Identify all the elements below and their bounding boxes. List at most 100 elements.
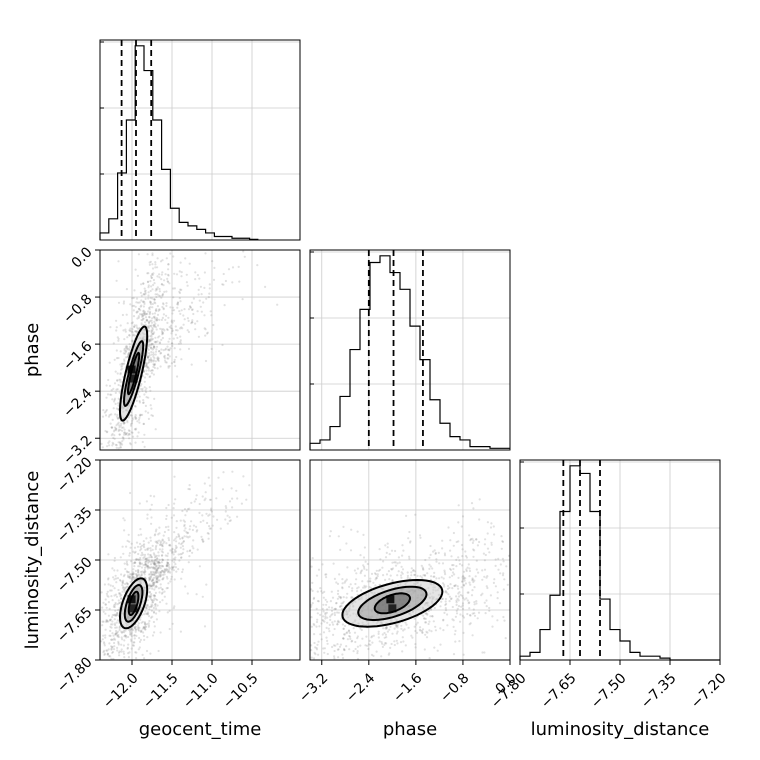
scatter-point xyxy=(460,605,463,608)
scatter-point xyxy=(344,580,347,583)
scatter-point xyxy=(256,264,259,267)
scatter-point xyxy=(183,523,186,527)
scatter-point xyxy=(128,345,132,348)
scatter-point xyxy=(143,287,146,290)
scatter-point xyxy=(341,587,344,590)
scatter-point xyxy=(150,609,153,612)
scatter-point xyxy=(224,518,227,521)
scatter-point xyxy=(146,366,150,369)
scatter-point xyxy=(432,550,435,553)
scatter-point xyxy=(349,637,352,641)
scatter-point xyxy=(462,583,465,587)
scatter-point xyxy=(134,569,137,573)
scatter-point xyxy=(124,634,127,637)
scatter-point xyxy=(112,576,115,579)
scatter-point xyxy=(325,576,328,579)
scatter-point xyxy=(151,297,154,300)
scatter-point xyxy=(145,364,148,367)
scatter-point xyxy=(135,417,138,420)
scatter-point xyxy=(181,568,184,571)
scatter-point xyxy=(312,622,315,626)
scatter-point xyxy=(127,434,130,437)
scatter-point xyxy=(122,436,125,439)
scatter-point xyxy=(351,596,354,599)
scatter-point xyxy=(132,304,136,307)
scatter-point xyxy=(113,358,116,361)
scatter-point xyxy=(342,637,345,640)
scatter-point xyxy=(116,649,119,652)
scatter-point xyxy=(238,280,241,283)
scatter-point xyxy=(444,591,447,594)
scatter-point xyxy=(378,548,381,551)
scatter-point xyxy=(187,347,191,350)
scatter-point xyxy=(142,317,145,320)
scatter-point xyxy=(153,301,156,304)
scatter-point xyxy=(191,528,194,532)
scatter-point xyxy=(458,640,461,643)
scatter-point xyxy=(209,310,212,313)
scatter-point xyxy=(156,575,160,578)
scatter-point xyxy=(336,611,339,614)
scatter-point xyxy=(117,635,120,639)
scatter-point xyxy=(449,567,452,571)
scatter-point xyxy=(148,316,151,319)
scatter-point xyxy=(130,422,134,425)
scatter-point xyxy=(150,319,153,322)
scatter-point xyxy=(173,358,176,361)
scatter-point xyxy=(132,296,135,300)
scatter-point xyxy=(153,282,156,285)
scatter-point xyxy=(136,326,139,329)
scatter-point xyxy=(161,259,164,262)
scatter-point xyxy=(335,602,338,605)
scatter-point xyxy=(150,342,154,346)
scatter-point xyxy=(116,417,120,420)
scatter-point xyxy=(428,657,431,660)
scatter-point xyxy=(128,429,131,432)
scatter-point xyxy=(146,564,149,567)
scatter-point xyxy=(173,605,176,608)
scatter-point xyxy=(110,589,113,592)
scatter-point xyxy=(156,293,159,296)
scatter-point xyxy=(468,614,472,617)
scatter-point xyxy=(324,598,327,601)
scatter-point xyxy=(471,634,474,637)
scatter-point xyxy=(414,643,417,646)
scatter-point xyxy=(432,575,435,578)
scatter-point xyxy=(473,612,476,615)
scatter-point xyxy=(143,376,147,379)
scatter-point xyxy=(348,585,351,588)
scatter-point xyxy=(351,587,354,590)
scatter-point xyxy=(440,576,443,579)
scatter-point xyxy=(127,652,130,655)
scatter-point xyxy=(494,564,497,568)
scatter-point xyxy=(463,584,466,587)
scatter-point xyxy=(118,424,121,427)
scatter-point xyxy=(137,622,140,625)
scatter-point xyxy=(135,577,138,580)
scatter-point xyxy=(455,565,458,568)
scatter-point xyxy=(483,601,486,604)
scatter-point xyxy=(157,566,160,570)
scatter-point xyxy=(337,535,340,538)
scatter-point xyxy=(458,559,461,562)
x-tick-label: −1.6 xyxy=(390,670,425,705)
scatter-point xyxy=(188,262,191,265)
scatter-point xyxy=(127,575,130,579)
scatter-point xyxy=(381,642,384,645)
scatter-point xyxy=(419,626,422,629)
scatter-point xyxy=(198,277,201,280)
scatter-point xyxy=(400,576,403,579)
scatter-point xyxy=(144,566,147,569)
scatter-point xyxy=(128,630,132,634)
scatter-point xyxy=(144,313,147,316)
scatter-point xyxy=(157,554,160,557)
scatter-point xyxy=(173,565,176,568)
scatter-point xyxy=(400,565,403,568)
scatter-point xyxy=(161,316,164,319)
scatter-point xyxy=(364,560,367,563)
scatter-point xyxy=(178,559,181,562)
scatter-point xyxy=(151,585,154,588)
scatter-point xyxy=(138,416,141,419)
scatter-point xyxy=(154,548,157,551)
scatter-point xyxy=(122,352,125,355)
